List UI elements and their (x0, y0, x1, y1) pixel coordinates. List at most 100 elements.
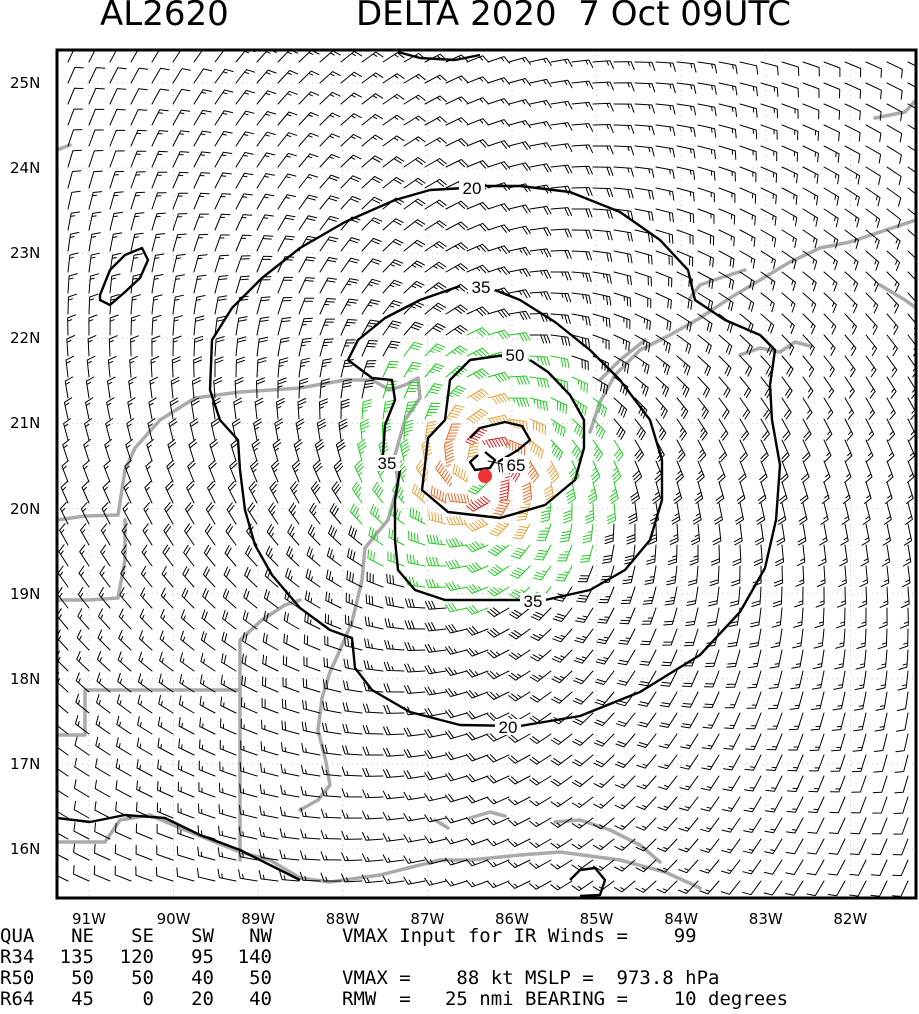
lat-tick-label: 24N (10, 159, 41, 178)
wind-barb (210, 418, 220, 441)
wind-barb (444, 439, 455, 467)
wind-barb (159, 651, 174, 672)
wind-barb (283, 633, 300, 651)
wind-barb (760, 103, 779, 119)
wind-barb (592, 397, 607, 417)
wind-barb (802, 145, 819, 163)
wind-barb (487, 140, 510, 149)
wind-barb (739, 292, 755, 312)
wind-barb (577, 565, 594, 583)
wind-barb (870, 859, 888, 876)
wind-barb (587, 481, 598, 504)
wind-barb (613, 229, 633, 242)
wind-barb (319, 338, 334, 357)
wind-barb (403, 876, 426, 885)
wind-barb (819, 523, 828, 546)
wind-barb (235, 89, 255, 105)
wind-barb (424, 74, 447, 84)
wind-barb (571, 165, 593, 175)
cell: 135 (59, 946, 94, 968)
wind-barb (844, 334, 857, 356)
wind-barb (258, 848, 279, 861)
wind-barb (161, 566, 174, 588)
wind-barb (298, 256, 316, 273)
wind-barb (130, 253, 143, 273)
wind-barb (340, 92, 362, 105)
wind-barb (785, 880, 804, 896)
wind-barb (151, 192, 167, 210)
wind-barb (277, 357, 289, 378)
wind-barb (886, 313, 899, 335)
wind-barb (742, 880, 762, 896)
wind-barb (718, 271, 735, 290)
contour-small-nw (98, 246, 150, 307)
wind-barb (550, 859, 573, 870)
wind-barb (697, 124, 717, 138)
wind-barb (276, 397, 285, 420)
wind-barb (361, 258, 382, 273)
wind-barb (529, 121, 552, 130)
wind-barb (258, 870, 279, 882)
wind-barb (382, 340, 401, 357)
wind-barb (646, 544, 657, 565)
wind-barb (424, 643, 447, 653)
wind-barb (256, 152, 276, 168)
wind-barb (424, 814, 447, 823)
wind-barb (739, 397, 751, 420)
wind-barb (635, 817, 657, 831)
wind-barb (550, 313, 571, 324)
wind-barb (445, 263, 468, 273)
wind-barb (277, 317, 292, 336)
wind-barb (361, 196, 383, 210)
wind-barb (750, 607, 762, 628)
wind-barb (181, 587, 195, 609)
wind-barb (159, 630, 174, 651)
wind-barb (849, 838, 867, 855)
wind-barb (326, 569, 342, 588)
wind-barb (109, 129, 126, 147)
wind-barb (760, 61, 779, 76)
wind-barb (886, 271, 900, 293)
wind-barb (466, 76, 489, 84)
wind-barb (235, 316, 248, 336)
wind-barb (886, 103, 903, 122)
wind-barb (780, 460, 789, 483)
wind-barb (781, 355, 794, 377)
wind-barb (57, 789, 69, 798)
wind-barb (235, 336, 247, 357)
wind-barb (67, 231, 80, 252)
wind-barb (508, 670, 531, 681)
wind-barb (256, 357, 267, 378)
wind-barb (340, 113, 362, 126)
wind-barb (382, 811, 405, 821)
wind-barb (760, 292, 775, 313)
wind-barb (508, 375, 530, 385)
wind-barb (239, 783, 258, 798)
wind-barb (801, 460, 810, 483)
wind-barb (529, 754, 552, 765)
table-row: R34 135 120 95 140 (0, 947, 272, 968)
wind-barb (340, 257, 360, 273)
wind-barb (88, 314, 98, 336)
wind-barb (811, 691, 825, 710)
wind-barb (634, 418, 646, 441)
wind-barb (487, 56, 510, 64)
wind-barb (193, 109, 212, 126)
wind-barb (193, 315, 205, 336)
wind-barb (447, 492, 473, 505)
wind-barb (487, 564, 510, 577)
wind-barb (127, 397, 136, 420)
wind-barb (223, 566, 237, 588)
wind-barb (655, 334, 671, 354)
wind-barb (592, 334, 610, 350)
wind-barb (83, 439, 91, 462)
wind-barb (613, 187, 634, 199)
wind-barb (361, 319, 380, 336)
wind-barb (551, 691, 573, 704)
wind-barb (655, 208, 674, 223)
wind-barb (172, 88, 191, 105)
wind-barb (745, 733, 762, 750)
wind-barb (529, 670, 552, 682)
wind-barb (138, 651, 153, 672)
wind-barb (853, 691, 867, 711)
